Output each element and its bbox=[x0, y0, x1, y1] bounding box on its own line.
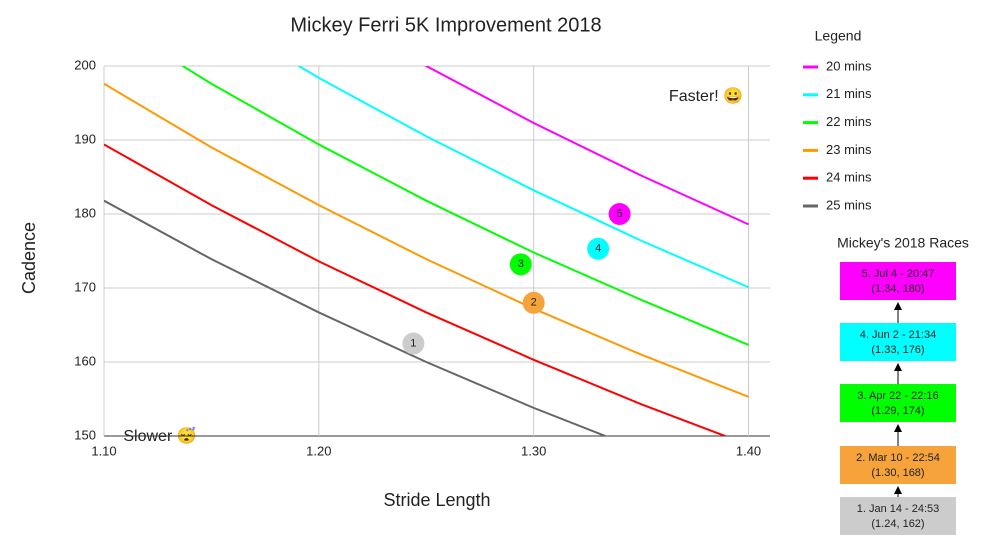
x-tick-label: 1.40 bbox=[736, 443, 761, 458]
legend-label: 21 mins bbox=[826, 86, 872, 101]
race-coords: (1.34, 180) bbox=[871, 283, 924, 295]
series-line bbox=[104, 199, 609, 436]
series-line bbox=[424, 66, 749, 226]
race-coords: (1.33, 176) bbox=[871, 344, 924, 356]
y-tick-label: 200 bbox=[74, 57, 96, 72]
race-label: 1. Jan 14 - 24:53 bbox=[857, 503, 940, 515]
data-point bbox=[509, 253, 532, 276]
x-tick-label: 1.20 bbox=[306, 443, 331, 458]
x-axis-label: Stride Length bbox=[383, 490, 490, 510]
legend-label: 22 mins bbox=[826, 114, 872, 129]
race-label: 5. Jul 4 - 20:47 bbox=[862, 268, 935, 280]
race-label: 4. Jun 2 - 21:34 bbox=[860, 329, 936, 341]
race-box bbox=[840, 323, 956, 361]
point-label: 2 bbox=[531, 297, 537, 309]
legend-label: 25 mins bbox=[826, 197, 872, 212]
point-label: 1 bbox=[410, 337, 416, 349]
data-point bbox=[587, 237, 610, 260]
series-line bbox=[296, 66, 749, 289]
point-label: 3 bbox=[518, 258, 524, 270]
race-box bbox=[840, 446, 956, 484]
legend-title: Legend bbox=[815, 28, 862, 44]
y-tick-label: 190 bbox=[74, 131, 96, 146]
chart-title: Mickey Ferri 5K Improvement 2018 bbox=[290, 14, 601, 36]
legend-label: 24 mins bbox=[826, 170, 872, 185]
point-label: 4 bbox=[595, 243, 601, 255]
series-group bbox=[104, 66, 749, 436]
y-tick-label: 160 bbox=[74, 353, 96, 368]
race-box bbox=[840, 497, 956, 535]
legend-label: 23 mins bbox=[826, 142, 872, 157]
race-box bbox=[840, 384, 956, 422]
y-tick-label: 170 bbox=[74, 279, 96, 294]
series-line bbox=[104, 143, 728, 436]
point-label: 5 bbox=[617, 208, 623, 220]
data-point bbox=[522, 291, 545, 314]
race-box bbox=[840, 262, 956, 300]
x-tick-label: 1.30 bbox=[521, 443, 546, 458]
series-line bbox=[104, 82, 749, 398]
race-label: 3. Apr 22 - 22:16 bbox=[857, 390, 938, 402]
y-axis-label: Cadence bbox=[19, 222, 39, 294]
race-coords: (1.29, 174) bbox=[871, 405, 924, 417]
race-coords: (1.24, 162) bbox=[871, 518, 924, 530]
race-coords: (1.30, 168) bbox=[871, 467, 924, 479]
panel-title: Mickey's 2018 Races bbox=[837, 235, 969, 251]
annotation: Faster! 😀 bbox=[669, 87, 743, 105]
series-line bbox=[180, 66, 749, 346]
y-tick-label: 150 bbox=[74, 427, 96, 442]
legend-label: 20 mins bbox=[826, 58, 872, 73]
data-point bbox=[608, 203, 631, 225]
data-point bbox=[402, 332, 425, 355]
y-tick-label: 180 bbox=[74, 205, 96, 220]
race-label: 2. Mar 10 - 22:54 bbox=[856, 452, 940, 464]
x-tick-label: 1.10 bbox=[91, 443, 116, 458]
